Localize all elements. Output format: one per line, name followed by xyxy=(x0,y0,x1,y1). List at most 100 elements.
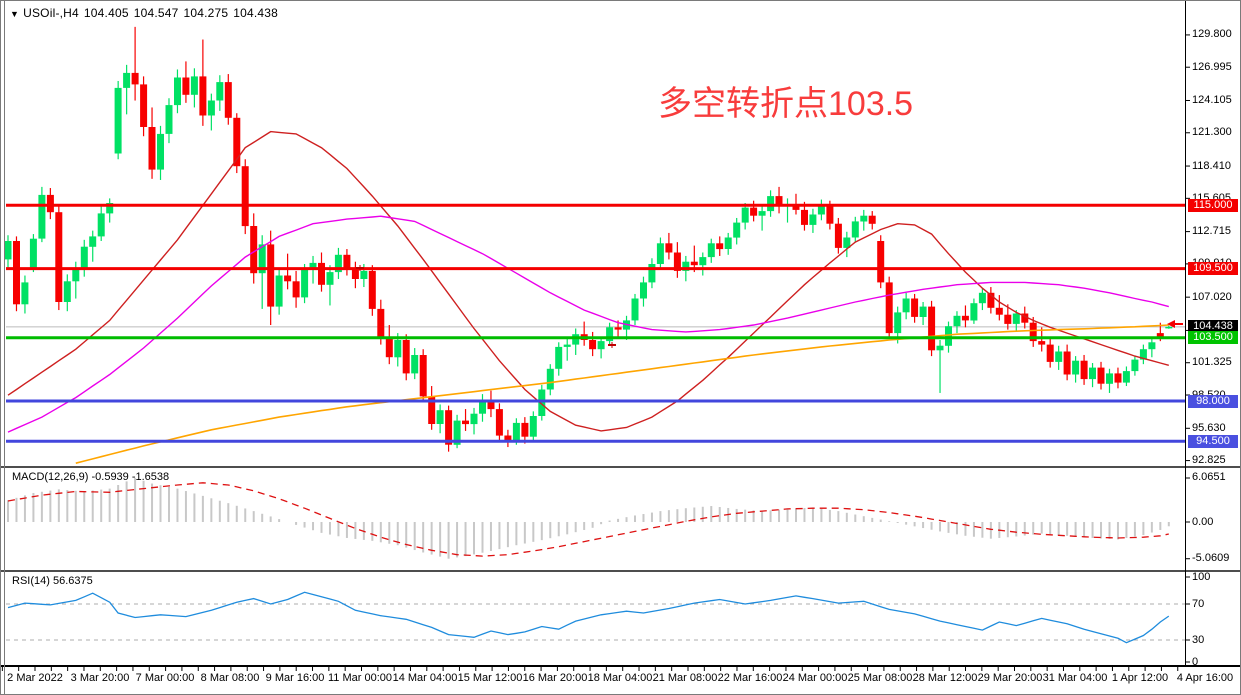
candle-body xyxy=(987,292,995,308)
ohlc-header: ▼ USOil-,H4 104.405 104.547 104.275 104.438 xyxy=(10,6,283,20)
price-level-badge: 98.000 xyxy=(1188,394,1238,408)
candle-body xyxy=(241,166,249,227)
price-axis-label: 126.995 xyxy=(1192,60,1232,73)
candle-body xyxy=(707,243,715,258)
candle-body xyxy=(606,327,614,342)
close-value: 104.438 xyxy=(233,6,279,20)
candle-body xyxy=(690,261,698,266)
candle-body xyxy=(199,76,207,116)
candle-body xyxy=(589,340,597,350)
candle-body xyxy=(13,241,20,305)
open-value: 104.405 xyxy=(83,6,129,20)
candle-body xyxy=(563,344,571,347)
symbol-period-label: USOil-,H4 xyxy=(23,6,79,20)
candle-body xyxy=(614,327,622,330)
candle-body xyxy=(174,77,181,106)
price-axis-label: 112.715 xyxy=(1192,225,1231,238)
candle-body xyxy=(936,345,944,351)
candle-body xyxy=(385,338,393,358)
candle-body xyxy=(394,340,402,358)
candle-body xyxy=(131,72,139,85)
candle-body xyxy=(750,207,758,216)
candle-body xyxy=(182,77,190,95)
candle-body xyxy=(1106,373,1113,384)
time-axis-label: 18 Mar 04:00 xyxy=(587,672,653,684)
candle-body xyxy=(834,223,842,248)
time-axis-border xyxy=(0,665,1241,667)
candle-body xyxy=(1114,373,1122,383)
time-axis-label: 31 Mar 04:00 xyxy=(1042,672,1108,684)
candle-body xyxy=(72,268,80,282)
candle-body xyxy=(140,84,148,127)
candle-body xyxy=(292,281,300,298)
candle-body xyxy=(207,100,215,116)
candle-body xyxy=(258,244,266,274)
candle-body xyxy=(63,281,71,302)
candle-body xyxy=(495,409,503,436)
candle-body xyxy=(801,209,808,225)
rsi-value: 56.6375 xyxy=(52,575,93,587)
rsi-axis-label: 70 xyxy=(1192,597,1205,610)
candle-body xyxy=(216,82,224,101)
candle-body xyxy=(631,298,639,321)
candle-body xyxy=(334,254,342,273)
candle-body xyxy=(1148,342,1156,350)
time-axis-label: 25 Mar 08:00 xyxy=(847,672,913,684)
candle-body xyxy=(326,272,334,285)
panel-separator xyxy=(0,570,1241,572)
candle-body xyxy=(402,340,410,374)
time-axis-label: 2 Mar 2022 xyxy=(7,672,63,684)
price-axis-label: 124.105 xyxy=(1192,93,1232,106)
price-level-badge: 94.500 xyxy=(1188,434,1238,448)
candle-body xyxy=(724,237,732,249)
candle-body xyxy=(1097,367,1105,384)
candle-body xyxy=(792,204,800,210)
candle-body xyxy=(318,262,325,285)
candle-body xyxy=(80,246,88,269)
candle-body xyxy=(301,269,309,298)
candle-body xyxy=(29,238,37,268)
candle-body xyxy=(826,205,834,224)
candle-body xyxy=(843,237,851,248)
candle-body xyxy=(894,312,902,334)
candle-body xyxy=(682,261,690,271)
chart-text-annotation[interactable]: 多空转折点103.5 xyxy=(658,85,914,123)
chevron-down-icon[interactable]: ▼ xyxy=(10,9,20,19)
low-value: 104.275 xyxy=(183,6,229,20)
macd-axis-label: 6.0651 xyxy=(1192,471,1226,484)
price-axis-label: 95.630 xyxy=(1192,421,1226,434)
candle-body xyxy=(470,413,478,425)
candle-body xyxy=(479,399,486,414)
candle-body xyxy=(123,72,131,88)
candle-body xyxy=(411,355,419,374)
candle-body xyxy=(275,275,283,307)
candle-body xyxy=(767,196,775,212)
candle-body xyxy=(656,243,664,264)
candle-body xyxy=(1012,313,1020,324)
candle-body xyxy=(538,389,546,416)
rsi-indicator-label: RSI(14) 56.6375 xyxy=(12,575,93,587)
candle-body xyxy=(961,315,969,321)
candle-body xyxy=(911,298,919,317)
candle-body xyxy=(1072,360,1080,375)
mid-ma-magenta xyxy=(7,215,1169,433)
candle-body xyxy=(945,326,952,346)
macd-values: -0.5939 -1.6538 xyxy=(91,471,170,483)
candle-body xyxy=(885,282,893,334)
candle-body xyxy=(1021,313,1029,323)
candle-body xyxy=(970,303,978,321)
candle-body xyxy=(1063,351,1071,375)
price-arrow-icon xyxy=(1167,320,1175,328)
slow-ma-orange xyxy=(75,324,1169,464)
candle-body xyxy=(597,341,605,350)
candle-body xyxy=(1004,314,1012,324)
candle-body xyxy=(1122,371,1130,383)
candle-body xyxy=(453,420,461,445)
candle-body xyxy=(148,127,156,170)
candle-body xyxy=(521,422,529,437)
price-level-badge: 115.000 xyxy=(1188,198,1238,212)
candle-body xyxy=(267,244,275,307)
time-axis-label: 9 Mar 16:00 xyxy=(265,672,325,684)
